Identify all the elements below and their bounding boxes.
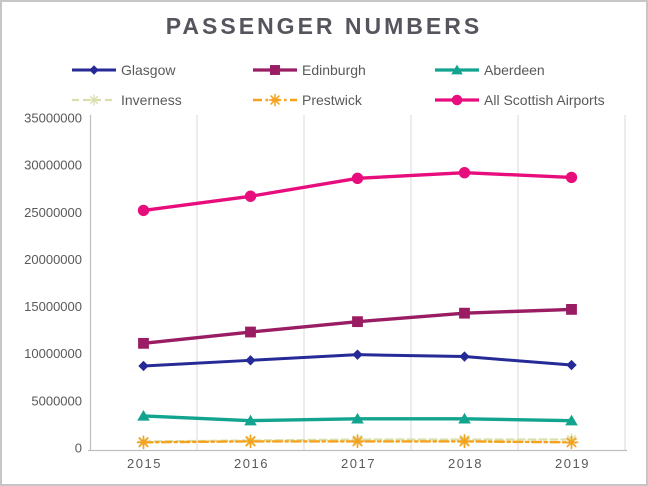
y-tick-label: 30000000	[24, 158, 82, 173]
legend-label: All Scottish Airports	[484, 92, 605, 108]
legend-item-all-scottish-airports: All Scottish Airports	[435, 92, 605, 108]
series-aberdeen	[137, 410, 578, 426]
x-tick-label: 2016	[234, 456, 269, 471]
legend-marker-asterisk-icon	[253, 93, 297, 107]
legend-marker-diamond-icon	[72, 65, 116, 75]
legend-label: Prestwick	[302, 92, 362, 108]
legend-item-aberdeen: Aberdeen	[435, 62, 545, 78]
x-tick-label: 2017	[341, 456, 376, 471]
x-tick-label: 2019	[555, 456, 590, 471]
x-tick-label: 2018	[448, 456, 483, 471]
legend-label: Inverness	[121, 92, 182, 108]
y-tick-label: 20000000	[24, 252, 82, 267]
x-tick-label: 2015	[127, 456, 162, 471]
legend-marker-circle-icon	[435, 94, 479, 106]
gridlines	[196, 115, 626, 450]
legend-label: Edinburgh	[302, 62, 366, 78]
y-tick-label: 10000000	[24, 346, 82, 361]
legend-item-edinburgh: Edinburgh	[253, 62, 366, 78]
series-glasgow	[138, 349, 577, 372]
legend-marker-star-icon	[72, 94, 116, 106]
y-tick-label: 0	[75, 441, 82, 456]
legend-label: Aberdeen	[484, 62, 545, 78]
y-tick-label: 25000000	[24, 205, 82, 220]
y-axis-tick-labels: 0 5000000 10000000 15000000 20000000 25000000…	[24, 111, 82, 456]
y-tick-label: 5000000	[31, 393, 82, 408]
legend-item-inverness: Inverness	[72, 92, 182, 108]
legend-item-prestwick: Prestwick	[253, 92, 362, 108]
y-tick-label: 35000000	[24, 111, 82, 126]
chart-legend: Glasgow Edinburgh Aberdeen Inverness Prestwi…	[2, 2, 646, 122]
chart-title: PASSENGER NUMBERS	[165, 13, 483, 39]
series-line-prestwick	[142, 440, 573, 444]
series-edinburgh	[138, 304, 577, 349]
legend-label: Glasgow	[121, 62, 176, 78]
series-prestwick	[136, 434, 579, 450]
legend-item-glasgow: Glasgow	[72, 62, 175, 78]
x-axis-tick-labels: 2015 2016 2017 2018 2019	[127, 456, 590, 471]
y-tick-label: 15000000	[24, 299, 82, 314]
series-all-scottish-airports	[137, 166, 578, 217]
legend-marker-triangle-icon	[435, 64, 479, 75]
legend-marker-square-icon	[253, 65, 297, 75]
